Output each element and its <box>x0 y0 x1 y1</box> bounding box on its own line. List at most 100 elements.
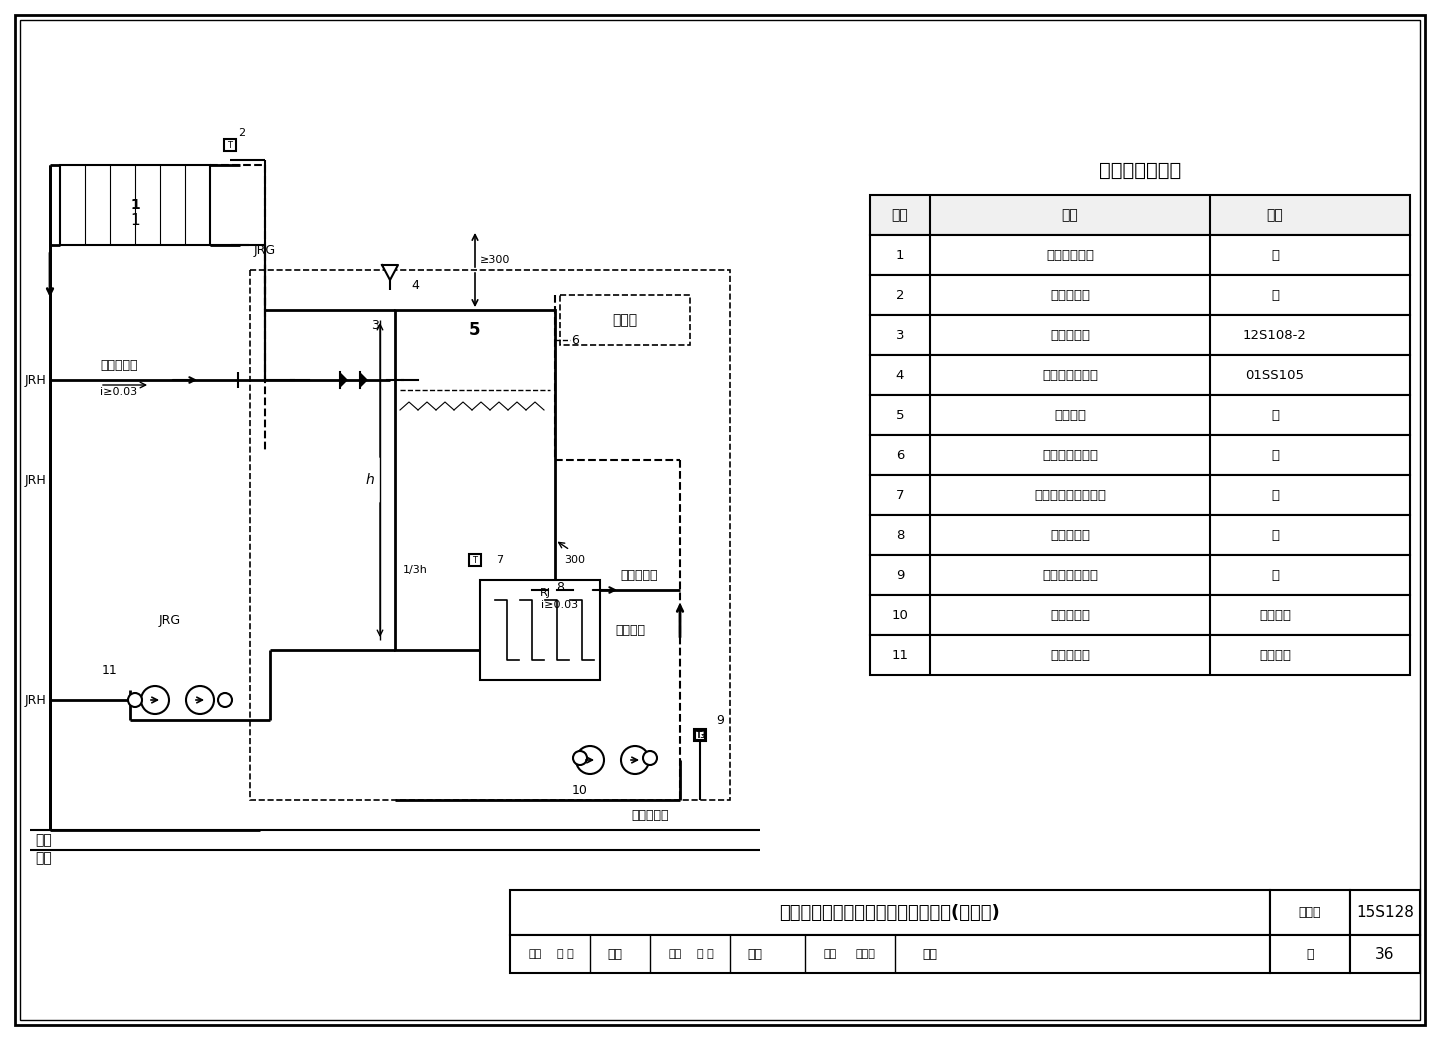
Bar <box>480 580 600 680</box>
Text: 1: 1 <box>130 198 140 212</box>
Bar <box>251 270 730 800</box>
Bar <box>1270 935 1351 973</box>
Text: －: － <box>1272 409 1279 421</box>
Text: 热媒电动阀: 热媒电动阀 <box>1050 528 1090 542</box>
Polygon shape <box>402 380 418 388</box>
Bar <box>870 355 1410 395</box>
Bar <box>696 730 706 739</box>
Text: 张 磊: 张 磊 <box>557 950 573 959</box>
Circle shape <box>141 686 168 714</box>
Circle shape <box>573 751 588 765</box>
Text: 强制循环单水箱直接加热系统示意图(恒水位): 强制循环单水箱直接加热系统示意图(恒水位) <box>779 904 1001 921</box>
Text: 图集号: 图集号 <box>1299 906 1322 919</box>
Text: 12S108-2: 12S108-2 <box>1243 329 1308 341</box>
Bar <box>225 139 236 151</box>
Text: 7: 7 <box>497 555 504 565</box>
Text: RJ: RJ <box>540 588 550 598</box>
Text: 集热循环泵: 集热循环泵 <box>1050 649 1090 661</box>
Text: 5: 5 <box>896 409 904 421</box>
Text: 序号: 序号 <box>891 208 909 222</box>
Text: 3: 3 <box>896 329 904 341</box>
Text: 太阳能集热器: 太阳能集热器 <box>1045 249 1094 261</box>
Bar <box>870 635 1410 675</box>
Circle shape <box>128 693 143 707</box>
Text: 36: 36 <box>1375 946 1395 962</box>
Text: －: － <box>1272 489 1279 501</box>
Text: －: － <box>1272 569 1279 581</box>
Text: 储热水箱温度传感器: 储热水箱温度传感器 <box>1034 489 1106 501</box>
Circle shape <box>576 746 603 774</box>
Text: 玩松: 玩松 <box>923 947 937 961</box>
Text: 液压水位控制阀: 液压水位控制阀 <box>1043 368 1099 382</box>
Text: 室内: 室内 <box>35 851 52 865</box>
Bar <box>1270 890 1351 935</box>
Text: 4: 4 <box>410 279 419 291</box>
Text: 王岩松: 王岩松 <box>855 950 876 959</box>
Text: h: h <box>366 473 374 487</box>
Polygon shape <box>402 372 418 380</box>
Text: i≥0.03: i≥0.03 <box>99 387 137 397</box>
Bar <box>870 275 1410 315</box>
Bar <box>1351 935 1420 973</box>
Text: 7: 7 <box>896 489 904 501</box>
Text: 冷水供水管: 冷水供水管 <box>99 359 137 371</box>
Bar <box>870 235 1410 275</box>
Text: i≥0.03: i≥0.03 <box>541 600 579 610</box>
Polygon shape <box>531 590 549 598</box>
Bar <box>510 890 1270 935</box>
Text: 15S128: 15S128 <box>1356 905 1414 920</box>
Text: 名称: 名称 <box>1061 208 1079 222</box>
Text: 8: 8 <box>896 528 904 542</box>
Circle shape <box>217 693 232 707</box>
Text: 张哲: 张哲 <box>747 947 763 961</box>
Text: 11: 11 <box>102 664 118 676</box>
Polygon shape <box>557 582 573 590</box>
Text: T3: T3 <box>696 730 706 739</box>
Bar <box>395 310 554 650</box>
Text: ≥300: ≥300 <box>480 255 510 265</box>
Text: 审核: 审核 <box>528 950 541 959</box>
Text: 回水循环泵: 回水循环泵 <box>1050 608 1090 622</box>
Text: 辅助热源: 辅助热源 <box>615 624 645 636</box>
Text: 备注: 备注 <box>1267 208 1283 222</box>
Polygon shape <box>360 372 369 388</box>
Text: JRG: JRG <box>158 614 181 626</box>
Text: 6: 6 <box>896 448 904 462</box>
Polygon shape <box>340 372 348 388</box>
Polygon shape <box>531 582 549 590</box>
Circle shape <box>186 686 215 714</box>
Text: 控制器: 控制器 <box>612 313 638 327</box>
Text: 主要设备材料表: 主要设备材料表 <box>1099 160 1181 180</box>
Text: 张磊: 张磊 <box>608 947 622 961</box>
Text: 2: 2 <box>239 128 246 138</box>
Text: 校对: 校对 <box>668 950 681 959</box>
Text: 4: 4 <box>896 368 904 382</box>
Bar <box>1351 890 1420 935</box>
Text: 一用一备: 一用一备 <box>1259 608 1292 622</box>
Text: 1: 1 <box>896 249 904 261</box>
Polygon shape <box>382 265 397 280</box>
Text: I: I <box>236 370 240 384</box>
Bar <box>870 435 1410 475</box>
Bar <box>870 515 1410 555</box>
Text: 10: 10 <box>891 608 909 622</box>
Circle shape <box>621 746 649 774</box>
Text: 6: 6 <box>572 334 579 346</box>
Text: －: － <box>1272 288 1279 302</box>
Text: 5: 5 <box>469 321 481 339</box>
Bar <box>870 595 1410 635</box>
Text: 页: 页 <box>1306 947 1313 961</box>
Circle shape <box>644 751 657 765</box>
Text: JRH: JRH <box>24 473 46 487</box>
Text: 回水温度传感器: 回水温度传感器 <box>1043 569 1099 581</box>
Text: JRG: JRG <box>253 243 276 257</box>
Bar <box>469 554 481 566</box>
Text: 热水回水管: 热水回水管 <box>631 808 668 822</box>
Polygon shape <box>232 237 248 245</box>
Text: JRH: JRH <box>24 694 46 706</box>
Text: T: T <box>472 555 478 565</box>
Text: 屋顶: 屋顶 <box>35 833 52 847</box>
Bar <box>560 295 690 345</box>
Text: 8: 8 <box>556 580 564 594</box>
Bar <box>870 196 1410 235</box>
